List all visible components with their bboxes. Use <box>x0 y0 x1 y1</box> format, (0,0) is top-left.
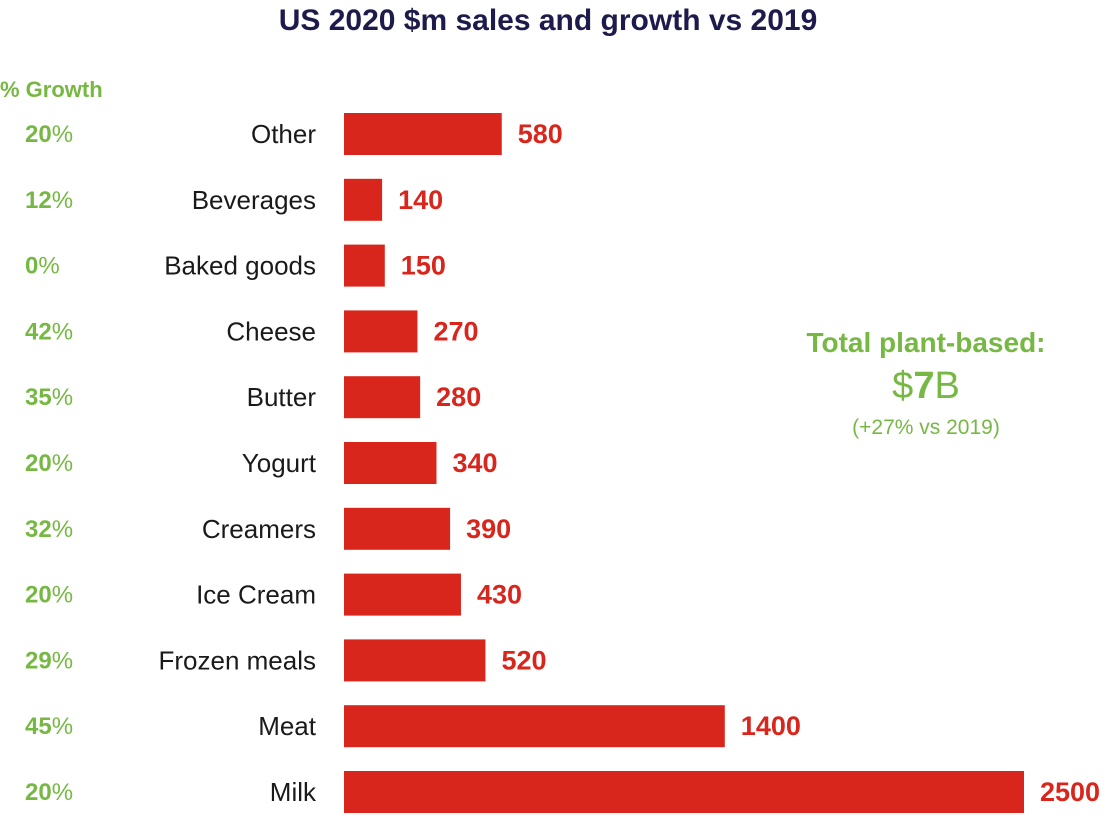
value-label: 280 <box>436 382 481 412</box>
category-label: Frozen meals <box>159 645 317 675</box>
growth-value: 42 <box>25 318 52 345</box>
growth-value: 20 <box>25 450 52 477</box>
value-label: 340 <box>452 448 497 478</box>
annotation-total-suffix: B <box>934 365 959 407</box>
growth-suffix: % <box>38 253 59 280</box>
growth-suffix: % <box>52 713 73 740</box>
annotation-subtext: (+27% vs 2019) <box>852 416 1000 439</box>
growth-value: 45 <box>25 713 52 740</box>
growth-label: 35% <box>25 384 73 411</box>
bar-creamers <box>344 507 451 550</box>
growth-value: 20 <box>25 582 52 609</box>
growth-column-header: % Growth <box>0 77 103 102</box>
growth-label: 29% <box>25 647 73 674</box>
category-label: Beverages <box>192 185 316 215</box>
chart-title: US 2020 $m sales and growth vs 2019 <box>279 4 818 37</box>
bar-other <box>344 113 502 155</box>
growth-value: 32 <box>25 516 52 543</box>
growth-label: 12% <box>25 187 73 214</box>
value-label: 270 <box>433 316 478 346</box>
bar-milk <box>344 771 1024 813</box>
bar-yogurt <box>344 442 437 484</box>
annotation-total: $7B <box>892 365 960 407</box>
growth-suffix: % <box>52 318 73 345</box>
category-label: Other <box>251 119 316 149</box>
growth-value: 29 <box>25 647 52 674</box>
growth-label: 32% <box>25 516 73 543</box>
growth-suffix: % <box>52 450 73 477</box>
category-label: Butter <box>247 382 317 412</box>
growth-suffix: % <box>52 647 73 674</box>
growth-label: 45% <box>25 713 73 740</box>
bar-baked-goods <box>344 244 385 287</box>
value-label: 520 <box>501 645 546 675</box>
growth-label: 20% <box>25 121 73 148</box>
category-label: Milk <box>270 777 317 807</box>
value-label: 1400 <box>741 711 801 741</box>
value-label: 2500 <box>1040 777 1100 807</box>
growth-label: 0% <box>25 253 60 280</box>
category-label: Baked goods <box>164 251 316 281</box>
category-label: Ice Cream <box>196 580 316 610</box>
growth-suffix: % <box>52 582 73 609</box>
annotation-total-prefix: $ <box>892 365 913 407</box>
growth-suffix: % <box>52 384 73 411</box>
growth-value: 20 <box>25 779 52 806</box>
growth-suffix: % <box>52 187 73 214</box>
bar-cheese <box>344 310 418 353</box>
bar-frozen-meals <box>344 639 486 682</box>
bar-butter <box>344 376 421 419</box>
bar-beverages <box>344 178 383 221</box>
total-annotation: Total plant-based: $7B (+27% vs 2019) <box>806 327 1045 439</box>
growth-label: 42% <box>25 318 73 345</box>
growth-label: 20% <box>25 582 73 609</box>
growth-suffix: % <box>52 516 73 543</box>
value-label: 430 <box>477 580 522 610</box>
value-label: 150 <box>401 251 446 281</box>
value-label: 140 <box>398 185 443 215</box>
bar-meat <box>344 705 725 748</box>
growth-value: 12 <box>25 187 52 214</box>
growth-value: 35 <box>25 384 52 411</box>
category-label: Yogurt <box>242 448 317 478</box>
growth-value: 0 <box>25 253 38 280</box>
growth-suffix: % <box>52 121 73 148</box>
category-label: Cheese <box>226 316 316 346</box>
bar-ice-cream <box>344 573 461 616</box>
annotation-heading: Total plant-based: <box>806 327 1045 358</box>
growth-value: 20 <box>25 121 52 148</box>
growth-label: 20% <box>25 450 73 477</box>
category-label: Meat <box>258 711 317 741</box>
growth-suffix: % <box>52 779 73 806</box>
value-label: 390 <box>466 514 511 544</box>
category-label: Creamers <box>202 514 316 544</box>
value-label: 580 <box>518 119 563 149</box>
annotation-total-value: 7 <box>913 365 934 407</box>
growth-label: 20% <box>25 779 73 806</box>
